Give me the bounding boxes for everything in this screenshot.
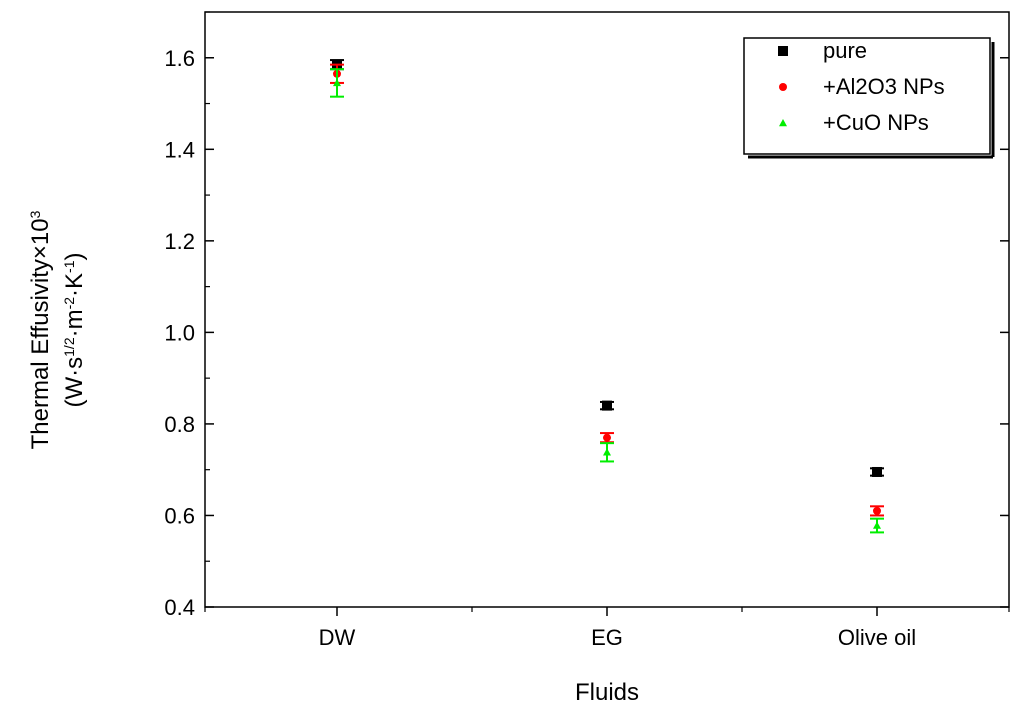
x-axis-title: Fluids bbox=[575, 679, 639, 706]
y-tick-label: 1.0 bbox=[164, 320, 195, 345]
legend-label: +CuO NPs bbox=[823, 110, 929, 135]
svg-text:(W·s1/2·m-2·K-1): (W·s1/2·m-2·K-1) bbox=[61, 253, 88, 408]
legend-label: pure bbox=[823, 38, 867, 63]
data-point-circle bbox=[873, 506, 881, 515]
legend-box bbox=[743, 37, 991, 155]
x-axis: DW EG Olive oil bbox=[204, 607, 1010, 650]
data-point-triangle bbox=[779, 119, 787, 127]
y-tick-label: 1.2 bbox=[164, 229, 195, 254]
y-tick-label: 1.4 bbox=[164, 137, 195, 162]
data-point-square bbox=[872, 466, 882, 477]
data-point-circle bbox=[603, 433, 611, 442]
data-point-square bbox=[602, 400, 612, 411]
data-point-square bbox=[778, 46, 788, 56]
y-tick-label: 0.4 bbox=[164, 595, 195, 620]
x-tick-label: DW bbox=[319, 625, 356, 650]
legend: pure +Al2O3 NPs +CuO NPs bbox=[743, 37, 995, 159]
legend-item: +Al2O3 NPs bbox=[779, 74, 945, 99]
data-point-triangle bbox=[333, 78, 341, 87]
svg-text:Thermal Effusivity×103: Thermal Effusivity×103 bbox=[27, 210, 54, 449]
data-point-triangle bbox=[873, 521, 881, 529]
y-tick-label: 0.6 bbox=[164, 503, 195, 528]
legend-item: pure bbox=[778, 38, 867, 63]
series-+CuO NPs bbox=[330, 68, 884, 534]
y-axis-title: Thermal Effusivity×103 (W·s1/2·m-2·K-1) bbox=[27, 210, 88, 449]
data-layer bbox=[330, 59, 884, 534]
legend-label: +Al2O3 NPs bbox=[823, 74, 945, 99]
data-point-circle bbox=[779, 83, 787, 91]
y-tick-label: 0.8 bbox=[164, 412, 195, 437]
y-axis: 0.4 0.6 0.8 1.0 1.2 1.4 1.6 bbox=[164, 11, 1009, 620]
legend-item: +CuO NPs bbox=[779, 110, 929, 135]
x-tick-label: EG bbox=[591, 625, 623, 650]
y-tick-label: 1.6 bbox=[164, 46, 195, 71]
x-tick-label: Olive oil bbox=[838, 625, 916, 650]
data-point-triangle bbox=[603, 448, 611, 456]
